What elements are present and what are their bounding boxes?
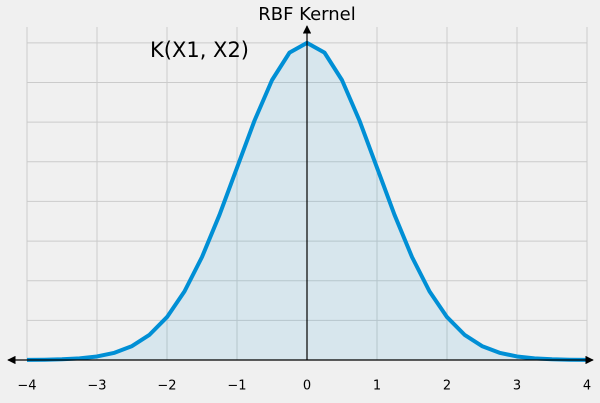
x-tick-label: 1 [373, 379, 381, 394]
x-tick-label: −3 [87, 379, 106, 394]
x-tick-label: 4 [583, 379, 591, 394]
annotation: K(X1, X2) [150, 38, 249, 62]
x-tick-label: −4 [17, 379, 36, 394]
x-tick-label: −2 [157, 379, 176, 394]
x-tick-label: 0 [303, 379, 311, 394]
x-tick-label: 3 [513, 379, 521, 394]
x-tick-label: −1 [227, 379, 246, 394]
x-tick-label: 2 [443, 379, 451, 394]
chart-title: RBF Kernel [258, 4, 355, 25]
